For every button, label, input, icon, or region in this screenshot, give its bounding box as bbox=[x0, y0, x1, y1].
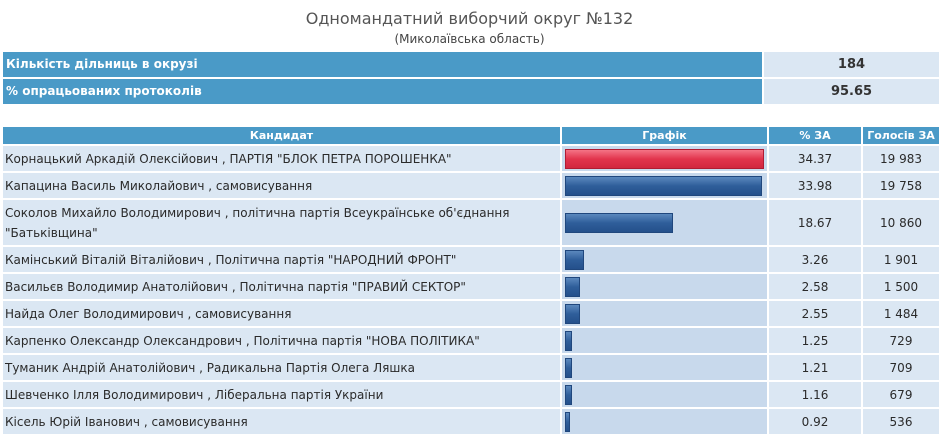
percent-cell: 3.26 bbox=[769, 247, 861, 272]
vote-bar bbox=[565, 175, 762, 196]
table-header: Кандидат Графік % ЗА Голосів ЗА bbox=[3, 127, 939, 144]
candidate-cell: Кісель Юрій Іванович , самовисування bbox=[3, 409, 560, 434]
table-row: Камінський Віталій Віталійович , Політич… bbox=[3, 247, 939, 272]
candidate-party: , Радикальна Партія Олега Ляшка bbox=[199, 360, 415, 375]
vote-bar bbox=[565, 212, 673, 233]
candidate-name: Васильєв Володимир Анатолійович bbox=[5, 279, 229, 294]
table-row: Капацина Василь Миколайович , самовисува… bbox=[3, 173, 939, 198]
candidate-name: Соколов Михайло Володимирович bbox=[5, 205, 221, 220]
candidate-cell: Камінський Віталій Віталійович , Політич… bbox=[3, 247, 560, 272]
vote-bar bbox=[565, 249, 584, 270]
candidate-cell: Туманик Андрій Анатолійович , Радикальна… bbox=[3, 355, 560, 380]
table-row: Васильєв Володимир Анатолійович , Політи… bbox=[3, 274, 939, 299]
candidate-party: , політична партія Всеукраїнське об'єдна… bbox=[5, 205, 510, 240]
votes-cell: 1 484 bbox=[863, 301, 939, 326]
votes-cell: 19 983 bbox=[863, 146, 939, 171]
candidate-party: , самовисування bbox=[187, 306, 292, 321]
votes-cell: 19 758 bbox=[863, 173, 939, 198]
percent-cell: 18.67 bbox=[769, 200, 861, 245]
chart-cell bbox=[562, 274, 767, 299]
table-row: Карпенко Олександр Олександрович , Політ… bbox=[3, 328, 939, 353]
candidate-cell: Васильєв Володимир Анатолійович , Політи… bbox=[3, 274, 560, 299]
votes-cell: 679 bbox=[863, 382, 939, 407]
percent-cell: 1.16 bbox=[769, 382, 861, 407]
vote-bar bbox=[565, 357, 572, 378]
candidate-party: , ПАРТІЯ "БЛОК ПЕТРА ПОРОШЕНКА" bbox=[221, 151, 452, 166]
page-subtitle: (Миколаївська область) bbox=[394, 32, 545, 46]
votes-cell: 536 bbox=[863, 409, 939, 434]
header-percent[interactable]: % ЗА bbox=[769, 127, 861, 144]
votes-cell: 1 901 bbox=[863, 247, 939, 272]
candidate-name: Найда Олег Володимирович bbox=[5, 306, 184, 321]
vote-bar bbox=[565, 303, 580, 324]
percent-cell: 0.92 bbox=[769, 409, 861, 434]
vote-bar bbox=[565, 411, 570, 432]
candidate-name: Туманик Андрій Анатолійович bbox=[5, 360, 196, 375]
percent-cell: 2.58 bbox=[769, 274, 861, 299]
table-row: Шевченко Ілля Володимирович , Ліберальна… bbox=[3, 382, 939, 407]
summary-label: % опрацьованих протоколів bbox=[3, 79, 762, 104]
vote-bar bbox=[565, 276, 580, 297]
candidate-party: , Ліберальна партія України bbox=[207, 387, 384, 402]
candidate-cell: Капацина Василь Миколайович , самовисува… bbox=[3, 173, 560, 198]
chart-cell bbox=[562, 200, 767, 245]
table-row: Кісель Юрій Іванович , самовисування 0.92… bbox=[3, 409, 939, 434]
candidate-name: Камінський Віталій Віталійович bbox=[5, 252, 204, 267]
candidate-party: , самовисування bbox=[208, 178, 313, 193]
vote-bar bbox=[565, 330, 572, 351]
vote-bar bbox=[565, 148, 764, 169]
header-chart: Графік bbox=[562, 127, 767, 144]
candidate-cell: Карпенко Олександр Олександрович , Політ… bbox=[3, 328, 560, 353]
candidate-party: , Політична партія "НОВА ПОЛІТИКА" bbox=[245, 333, 480, 348]
votes-cell: 10 860 bbox=[863, 200, 939, 245]
header-votes[interactable]: Голосів ЗА bbox=[863, 127, 939, 144]
table-row: Туманик Андрій Анатолійович , Радикальна… bbox=[3, 355, 939, 380]
chart-cell bbox=[562, 382, 767, 407]
summary-row-stations: Кількість дільниць в окрузі 184 bbox=[3, 52, 939, 77]
summary-row-protocols: % опрацьованих протоколів 95.65 bbox=[3, 79, 939, 104]
candidate-name: Шевченко Ілля Володимирович bbox=[5, 387, 204, 402]
chart-cell bbox=[562, 173, 767, 198]
chart-cell bbox=[562, 247, 767, 272]
candidate-party: , Політична партія "ПРАВИЙ СЕКТОР" bbox=[231, 279, 466, 294]
percent-cell: 2.55 bbox=[769, 301, 861, 326]
candidate-cell: Найда Олег Володимирович , самовисування bbox=[3, 301, 560, 326]
candidate-name: Кісель Юрій Іванович bbox=[5, 414, 141, 429]
header-candidate[interactable]: Кандидат bbox=[3, 127, 560, 144]
chart-cell bbox=[562, 301, 767, 326]
votes-cell: 709 bbox=[863, 355, 939, 380]
percent-cell: 1.25 bbox=[769, 328, 861, 353]
chart-cell bbox=[562, 328, 767, 353]
summary-label: Кількість дільниць в окрузі bbox=[3, 52, 762, 77]
percent-cell: 34.37 bbox=[769, 146, 861, 171]
table-row: Найда Олег Володимирович , самовисування… bbox=[3, 301, 939, 326]
table-row: Соколов Михайло Володимирович , політичн… bbox=[3, 200, 939, 245]
summary-value: 184 bbox=[764, 52, 939, 77]
page-title: Одномандатний виборчий округ №132 bbox=[305, 9, 634, 28]
chart-cell bbox=[562, 355, 767, 380]
chart-cell bbox=[562, 409, 767, 434]
candidate-cell: Соколов Михайло Володимирович , політичн… bbox=[3, 200, 560, 245]
summary-value: 95.65 bbox=[764, 79, 939, 104]
percent-cell: 33.98 bbox=[769, 173, 861, 198]
table-row: Корнацький Аркадій Олексійович , ПАРТІЯ … bbox=[3, 146, 939, 171]
chart-cell bbox=[562, 146, 767, 171]
candidate-cell: Корнацький Аркадій Олексійович , ПАРТІЯ … bbox=[3, 146, 560, 171]
candidate-party: , самовисування bbox=[143, 414, 248, 429]
votes-cell: 729 bbox=[863, 328, 939, 353]
vote-bar bbox=[565, 384, 572, 405]
candidate-party: , Політична партія "НАРОДНИЙ ФРОНТ" bbox=[207, 252, 457, 267]
candidate-cell: Шевченко Ілля Володимирович , Ліберальна… bbox=[3, 382, 560, 407]
candidate-name: Карпенко Олександр Олександрович bbox=[5, 333, 242, 348]
percent-cell: 1.21 bbox=[769, 355, 861, 380]
candidate-name: Корнацький Аркадій Олексійович bbox=[5, 151, 219, 166]
votes-cell: 1 500 bbox=[863, 274, 939, 299]
candidate-name: Капацина Василь Миколайович bbox=[5, 178, 205, 193]
